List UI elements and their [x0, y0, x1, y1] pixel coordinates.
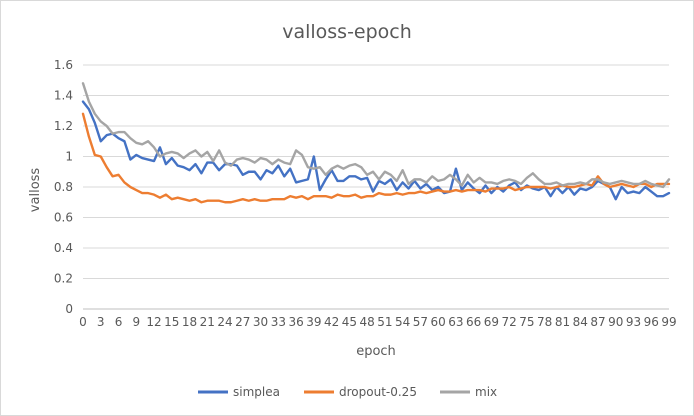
- x-tick-label: 78: [537, 315, 552, 329]
- series-line-dropout-0-25: [81, 112, 671, 204]
- x-tick-label: 57: [413, 315, 428, 329]
- x-tick-label: 0: [79, 315, 87, 329]
- x-tick-label: 90: [608, 315, 623, 329]
- y-tick-label: 1.4: [54, 89, 73, 103]
- x-tick-label: 36: [288, 315, 303, 329]
- y-tick-label: 1.2: [54, 119, 73, 133]
- x-tick-label: 42: [324, 315, 339, 329]
- legend-item: mix: [440, 385, 497, 399]
- x-tick-label: 9: [132, 315, 140, 329]
- x-tick-label: 21: [200, 315, 215, 329]
- series-line-simplea: [81, 100, 671, 201]
- x-tick-labels: 0 3 6 9 12 15 18 21 24 27 30 33 36 39 42 45 48 51 54 57 60 63…: [79, 315, 676, 329]
- x-tick-label: 96: [644, 315, 659, 329]
- x-tick-label: 48: [359, 315, 374, 329]
- x-tick-label: 27: [235, 315, 250, 329]
- legend-label: simplea: [233, 385, 280, 399]
- x-tick-label: 60: [431, 315, 446, 329]
- x-tick-label: 63: [448, 315, 463, 329]
- x-tick-label: 33: [271, 315, 286, 329]
- x-tick-label: 75: [519, 315, 534, 329]
- legend: simplea dropout-0.25 mix: [198, 385, 497, 399]
- x-tick-label: 51: [377, 315, 392, 329]
- x-tick-label: 54: [395, 315, 410, 329]
- y-tick-label: 1.6: [54, 58, 73, 72]
- y-tick-label: 0.8: [54, 180, 73, 194]
- legend-item: dropout-0.25: [304, 385, 417, 399]
- x-tick-label: 39: [306, 315, 321, 329]
- x-tick-label: 72: [502, 315, 517, 329]
- x-tick-label: 99: [661, 315, 676, 329]
- legend-label: dropout-0.25: [339, 385, 417, 399]
- x-tick-label: 66: [466, 315, 481, 329]
- x-tick-label: 30: [253, 315, 268, 329]
- x-tick-label: 24: [217, 315, 232, 329]
- y-tick-labels: 0 0.2 0.4 0.6 0.8 1 1.2 1.4 1.6: [54, 58, 73, 316]
- y-axis-title: valloss: [28, 168, 43, 213]
- x-tick-label: 6: [115, 315, 123, 329]
- x-tick-label: 12: [146, 315, 161, 329]
- y-tick-label: 0: [65, 302, 73, 316]
- x-tick-label: 84: [573, 315, 588, 329]
- x-tick-label: 87: [590, 315, 605, 329]
- x-tick-label: 69: [484, 315, 499, 329]
- x-tick-label: 81: [555, 315, 570, 329]
- series-line-mix: [81, 82, 671, 189]
- x-tick-label: 45: [342, 315, 357, 329]
- y-tick-label: 0.4: [54, 241, 73, 255]
- y-tick-label: 1: [65, 150, 73, 164]
- legend-item: simplea: [198, 385, 280, 399]
- series-lines: [81, 82, 671, 204]
- chart-title: valloss-epoch: [282, 21, 412, 43]
- x-tick-label: 15: [164, 315, 179, 329]
- legend-label: mix: [475, 385, 497, 399]
- y-tick-label: 0.2: [54, 272, 73, 286]
- x-tick-label: 18: [182, 315, 197, 329]
- y-tick-label: 0.6: [54, 211, 73, 225]
- x-tick-label: 3: [97, 315, 105, 329]
- x-axis-title: epoch: [356, 344, 396, 359]
- x-tick-label: 93: [626, 315, 641, 329]
